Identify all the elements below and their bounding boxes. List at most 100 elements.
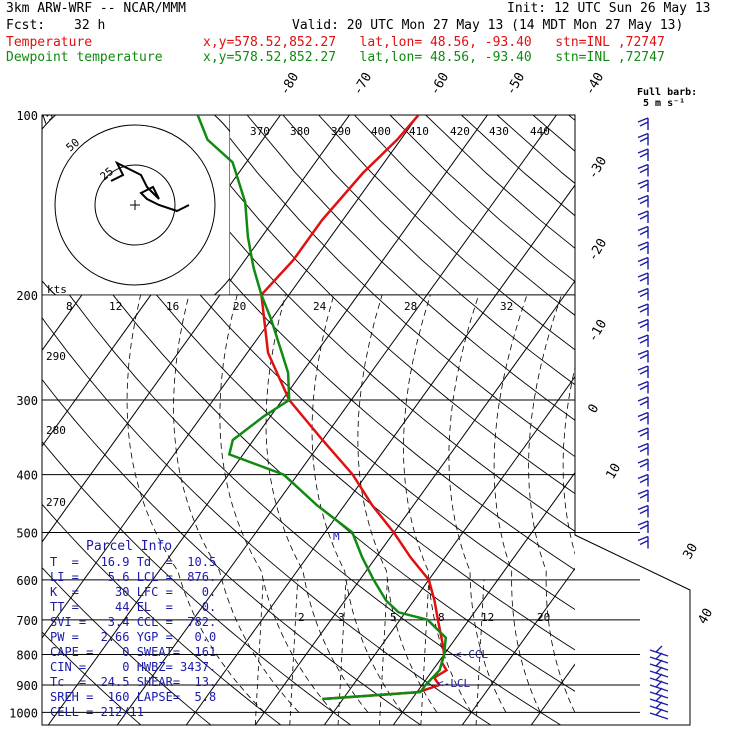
theta-label: 270: [46, 496, 66, 509]
wind-barb: [649, 645, 669, 657]
theta-e-label: 32: [500, 300, 513, 313]
wind-legend-value: 5 m s⁻¹: [643, 98, 686, 109]
isotherm-label: -30: [585, 154, 610, 182]
hodograph-origin: [130, 200, 140, 210]
wind-barb: [637, 396, 649, 409]
wind-barb: [637, 225, 649, 239]
mixing-ratio-label: 2: [298, 611, 305, 624]
dry-adiabat: [282, 115, 575, 386]
forecast-hour: 32 h: [74, 18, 106, 33]
wind-barb: [637, 489, 649, 502]
wind-barb: [637, 287, 649, 301]
theta-e-label: 16: [166, 300, 179, 313]
isotherm-line: [600, 115, 740, 725]
parcel-info-row: Tc = 24.5 SHEAR= 13.: [50, 675, 217, 689]
dry-adiabat: [103, 115, 575, 571]
parcel-info-title: Parcel Info: [86, 539, 173, 554]
pressure-tick-label: 800: [16, 648, 38, 662]
parcel-info-row: SVI = 3.4 CCL = 782.: [50, 615, 217, 629]
mixing-ratio-label: 20: [537, 611, 550, 624]
wind-barb: [637, 427, 649, 440]
dry-adiabat: [42, 192, 575, 692]
parcel-info-row: TT = 44 EL = 0.: [50, 600, 217, 614]
pressure-tick-label: 100: [16, 109, 38, 123]
theta-label: 400: [371, 125, 391, 138]
isotherm-label: -10: [585, 317, 610, 345]
model-title: 3km ARW-WRF -- NCAR/MMM: [6, 1, 187, 16]
theta-e-label: 28: [404, 300, 417, 313]
dry-adiabat: [42, 255, 561, 725]
wind-barb: [637, 179, 649, 192]
theta-label: 430: [489, 125, 509, 138]
isotherm-label: 0: [585, 402, 602, 416]
wind-barb: [637, 117, 649, 130]
mixing-ratio-label: 5: [390, 611, 397, 624]
init-time: Init: 12 UTC Sun 26 May 13: [507, 1, 711, 16]
dry-adiabat: [425, 115, 575, 249]
wind-barb: [649, 694, 669, 706]
theta-e-label: 12: [109, 300, 122, 313]
hodograph-ring: [54, 124, 216, 286]
pressure-tick-label: 400: [16, 469, 38, 483]
wind-barb: [637, 318, 649, 332]
moist-adiabat: [562, 365, 575, 555]
isotherm-line: [116, 115, 557, 725]
wind-barb: [637, 535, 649, 549]
isotherm-line: [42, 115, 419, 639]
wind-barb: [637, 272, 649, 285]
mixing-ratio-line: [475, 579, 485, 725]
isotherm-line: [530, 663, 575, 725]
mixing-ratio-label: 3: [338, 611, 345, 624]
theta-label: 390: [331, 125, 351, 138]
isotherm-label: 10: [603, 461, 624, 482]
parcel-info-panel: Parcel Info T = 16.9 Td = 10.5 LI = 5.6 L…: [42, 537, 230, 729]
isotherm-label: -50: [503, 70, 528, 98]
dry-adiabat: [461, 115, 575, 217]
dry-adiabat: [42, 440, 351, 725]
dewpoint-legend-label: Dewpoint temperature: [6, 50, 163, 65]
valid-time: Valid: 20 UTC Mon 27 May 13 (14 MDT Mon …: [292, 18, 684, 33]
temperature-profile: [260, 115, 449, 701]
wind-barb: [637, 473, 649, 487]
pressure-tick-label: 500: [16, 527, 38, 541]
isotherm-line: [669, 115, 740, 725]
dry-adiabat: [353, 115, 575, 316]
dry-adiabat: [42, 378, 421, 725]
isotherm-label: 30: [680, 541, 701, 562]
wind-barb: [649, 673, 669, 685]
plot-frame: [41, 114, 691, 726]
isotherm-line: [461, 567, 575, 725]
moist-adiabat: [528, 294, 575, 713]
hodograph-ring: [94, 164, 176, 246]
dry-adiabat: [42, 631, 142, 725]
parcel-info-row: CIN = 0 HWBZ= 3437.: [50, 660, 217, 674]
moist-adiabat: [126, 294, 265, 713]
wind-barb: [637, 163, 649, 177]
mixing-ratio-label: 12: [481, 611, 494, 624]
pressure-tick-label: 200: [16, 289, 38, 303]
parcel-info-row: SREH = 160 LAPSE= 5.8: [50, 690, 217, 704]
theta-label: 410: [409, 125, 429, 138]
dry-adiabat: [246, 115, 575, 421]
wind-barb: [649, 701, 669, 713]
pressure-tick-label: 600: [16, 574, 38, 588]
wind-barb: [637, 458, 649, 471]
pressure-tick-label: 300: [16, 394, 38, 408]
isotherm-line: [323, 375, 575, 725]
dry-adiabat: [68, 115, 575, 611]
theta-label: 380: [290, 125, 310, 138]
theta-e-label: 8: [66, 300, 73, 313]
wind-barb: [637, 334, 649, 347]
wind-barb: [637, 256, 649, 270]
dry-adiabat: [139, 115, 575, 532]
dry-adiabat: [211, 115, 575, 458]
moist-adiabat: [265, 294, 369, 713]
isotherm-label: 40: [695, 606, 716, 627]
dry-adiabat: [496, 115, 575, 184]
wind-barb: [649, 708, 669, 720]
wind-barb: [637, 132, 649, 146]
wind-legend-title: Full barb:: [637, 87, 698, 98]
pressure-tick-label: 900: [16, 679, 38, 693]
wind-barb: [637, 349, 649, 363]
wind-barb: [637, 194, 649, 208]
